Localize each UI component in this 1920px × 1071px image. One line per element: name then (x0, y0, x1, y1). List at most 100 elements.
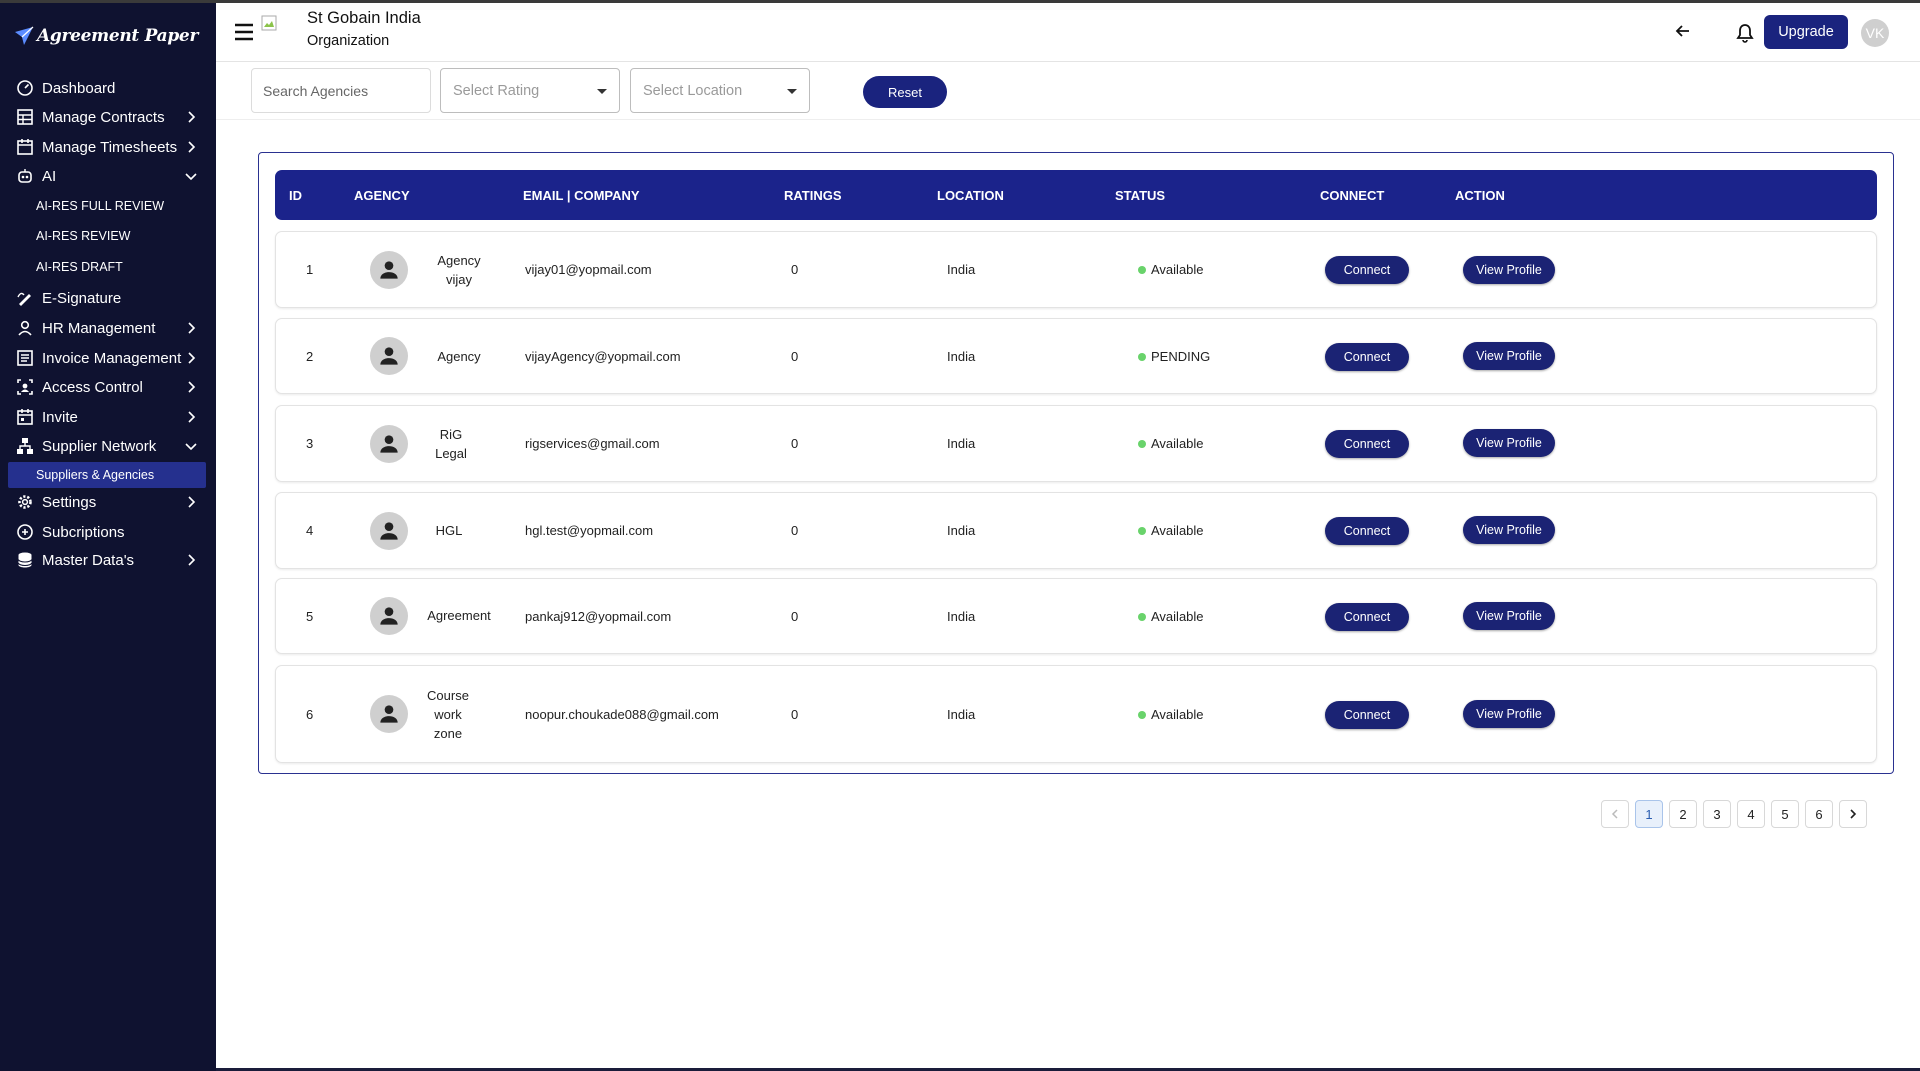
sidebar-item-label: Access Control (42, 378, 143, 396)
network-icon (16, 437, 34, 455)
table-icon (16, 108, 34, 126)
person-avatar-icon (380, 435, 398, 453)
status-text: Available (1151, 436, 1204, 451)
person-avatar-icon (380, 522, 398, 540)
rating-select[interactable]: Select Rating (440, 68, 620, 113)
column-header-status: STATUS (1115, 188, 1166, 203)
page-button-1[interactable]: 1 (1635, 800, 1663, 828)
agency-name-line: vijay (445, 272, 472, 287)
person-icon (16, 319, 34, 337)
sidebar-item-label: Suppliers & Agencies (36, 468, 155, 482)
previous-page-button[interactable] (1601, 800, 1629, 828)
caret-down-icon (787, 89, 797, 94)
sidebar-item-master-data[interactable]: Master Data's (0, 545, 216, 575)
agency-name-line: RiG (439, 427, 463, 442)
sidebar-item-label: Manage Timesheets (42, 138, 178, 156)
connect-button[interactable]: Connect (1325, 256, 1409, 284)
page-button-6[interactable]: 6 (1805, 800, 1833, 828)
connect-button[interactable]: Connect (1325, 603, 1409, 631)
sidebar-item-label: Subcriptions (42, 523, 125, 541)
sidebar-item-dashboard[interactable]: Dashboard (0, 73, 216, 103)
calendar-invite-icon (16, 408, 34, 426)
chevron-right-icon (188, 496, 196, 508)
status-dot (1138, 439, 1146, 448)
search-agencies-input[interactable] (251, 68, 431, 113)
page-button-4[interactable]: 4 (1737, 800, 1765, 828)
sidebar-item-label: E-Signature (42, 289, 122, 307)
sidebar-item-ai[interactable]: AI (0, 161, 216, 191)
row-id: 3 (306, 436, 314, 451)
reset-button[interactable]: Reset (863, 76, 947, 108)
row-ratings: 0 (791, 349, 799, 364)
back-arrow-icon[interactable] (1674, 22, 1692, 40)
view-profile-button[interactable]: View Profile (1463, 429, 1555, 457)
calendar-icon (16, 138, 34, 156)
connect-button[interactable]: Connect (1325, 430, 1409, 458)
sidebar-item-invoice-management[interactable]: Invoice Management (0, 343, 216, 373)
chevron-right-icon (188, 411, 196, 423)
status-badge: PENDING (1138, 349, 1210, 364)
agency-name: Agency (424, 347, 494, 366)
row-email: noopur.choukade088@gmail.com (525, 707, 719, 722)
chevron-right-icon (188, 381, 196, 393)
location-select[interactable]: Select Location (630, 68, 810, 113)
connect-button[interactable]: Connect (1325, 343, 1409, 371)
agency-name: HGL (414, 521, 484, 540)
sidebar-subitem-suppliers-agencies[interactable]: Suppliers & Agencies (8, 462, 206, 488)
connect-button[interactable]: Connect (1325, 517, 1409, 545)
row-ratings: 0 (791, 436, 799, 451)
next-page-button[interactable] (1839, 800, 1867, 828)
agency-name-line: work (434, 707, 462, 722)
sidebar-item-manage-contracts[interactable]: Manage Contracts (0, 102, 216, 132)
sidebar-item-manage-timesheets[interactable]: Manage Timesheets (0, 132, 216, 162)
row-location: India (947, 349, 976, 364)
view-profile-button[interactable]: View Profile (1463, 516, 1555, 544)
sidebar-subitem-ai-res-draft[interactable]: AI-RES DRAFT (0, 254, 216, 280)
page-button-2[interactable]: 2 (1669, 800, 1697, 828)
agency-name-line: Agency (437, 253, 481, 268)
row-ratings: 0 (791, 262, 799, 277)
sidebar-item-e-signature[interactable]: E-Signature (0, 283, 216, 313)
chevron-right-icon (188, 111, 196, 123)
sidebar-item-label: Invite (42, 408, 78, 426)
upgrade-button[interactable]: Upgrade (1764, 15, 1848, 49)
hamburger-menu-icon[interactable] (234, 22, 254, 42)
person-avatar-icon (380, 607, 398, 625)
sidebar-item-label: Supplier Network (42, 437, 157, 455)
page-button-5[interactable]: 5 (1771, 800, 1799, 828)
status-badge: Available (1138, 436, 1204, 451)
sidebar-item-subscriptions[interactable]: Subcriptions (0, 517, 216, 547)
sidebar-item-label: Dashboard (42, 79, 116, 97)
agency-name-line: Legal (435, 446, 467, 461)
chevron-right-icon (188, 141, 196, 153)
sidebar-item-invite[interactable]: Invite (0, 402, 216, 432)
table-row: 4 HGL hgl.test@yopmail.com 0 India Avail… (275, 492, 1877, 569)
user-avatar[interactable]: VK (1861, 19, 1889, 47)
connect-button[interactable]: Connect (1325, 701, 1409, 729)
row-id: 6 (306, 707, 314, 722)
sidebar-item-supplier-network[interactable]: Supplier Network (0, 431, 216, 461)
agency-name: Agreement (424, 606, 494, 625)
page-button-3[interactable]: 3 (1703, 800, 1731, 828)
chevron-right-icon (188, 322, 196, 334)
row-location: India (947, 523, 976, 538)
column-header-ratings: RATINGS (784, 188, 842, 203)
sidebar-item-hr-management[interactable]: HR Management (0, 313, 216, 343)
view-profile-button[interactable]: View Profile (1463, 256, 1555, 284)
sidebar-item-label: HR Management (42, 319, 156, 337)
sidebar-item-access-control[interactable]: Access Control (0, 372, 216, 402)
chevron-right-icon (188, 352, 196, 364)
row-location: India (947, 707, 976, 722)
app-logo[interactable]: Agreement Paper (14, 19, 198, 53)
column-header-action: ACTION (1455, 188, 1505, 203)
signature-icon (16, 289, 34, 307)
sidebar-subitem-ai-res-review[interactable]: AI-RES REVIEW (0, 223, 216, 249)
sidebar-item-label: Settings (42, 493, 97, 511)
sidebar-subitem-ai-res-full-review[interactable]: AI-RES FULL REVIEW (0, 193, 216, 219)
sidebar-item-settings[interactable]: Settings (0, 487, 216, 517)
rating-select-placeholder: Select Rating (453, 82, 540, 99)
bell-icon[interactable] (1736, 23, 1754, 43)
view-profile-button[interactable]: View Profile (1463, 342, 1555, 370)
view-profile-button[interactable]: View Profile (1463, 602, 1555, 630)
view-profile-button[interactable]: View Profile (1463, 700, 1555, 728)
